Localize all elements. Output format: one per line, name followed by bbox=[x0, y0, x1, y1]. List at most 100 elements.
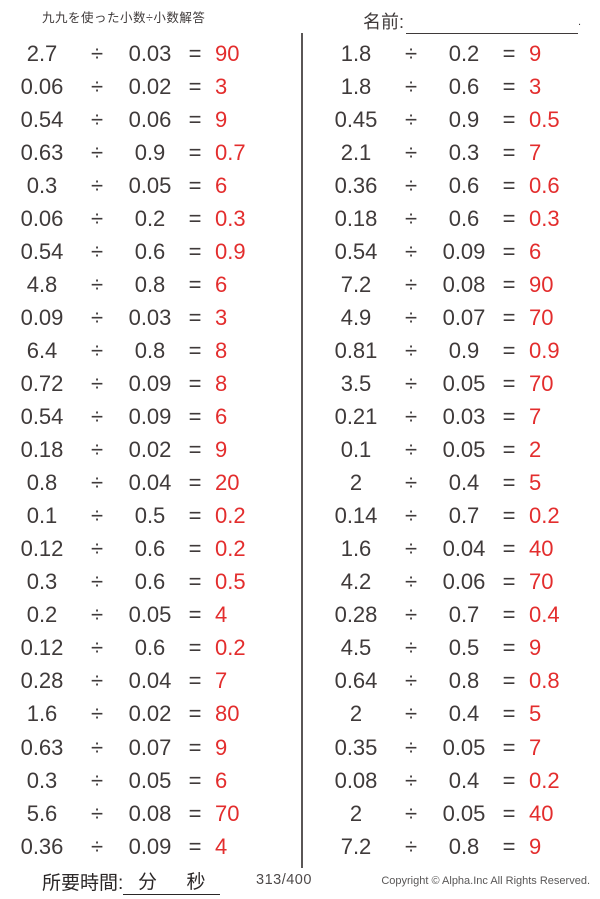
dividend: 1.8 bbox=[340, 40, 372, 66]
answer: 0.2 bbox=[215, 536, 246, 562]
divide-sign-icon: ÷ bbox=[90, 470, 104, 496]
equals-sign: = bbox=[502, 635, 516, 661]
problem-row: 3.5 ÷ 0.05 = 70 bbox=[320, 367, 594, 400]
divisor: 0.04 bbox=[442, 536, 486, 562]
answer: 0.4 bbox=[529, 602, 560, 628]
divisor: 0.05 bbox=[128, 767, 172, 793]
dividend: 1.8 bbox=[340, 73, 372, 99]
dividend: 0.1 bbox=[340, 437, 372, 463]
dividend: 5.6 bbox=[26, 800, 58, 826]
dividend: 0.12 bbox=[20, 635, 64, 661]
equals-sign: = bbox=[502, 701, 516, 727]
answer: 0.2 bbox=[529, 767, 560, 793]
equals-sign: = bbox=[188, 40, 202, 66]
divisor: 0.6 bbox=[448, 205, 480, 231]
divisor: 0.05 bbox=[128, 602, 172, 628]
equals-sign: = bbox=[188, 73, 202, 99]
divide-sign-icon: ÷ bbox=[90, 73, 104, 99]
answer: 9 bbox=[529, 635, 542, 661]
equals-sign: = bbox=[502, 833, 516, 859]
divisor: 0.9 bbox=[134, 139, 166, 165]
equals-sign: = bbox=[502, 470, 516, 496]
equals-sign: = bbox=[502, 106, 516, 132]
divide-sign-icon: ÷ bbox=[404, 370, 418, 396]
dividend: 4.9 bbox=[340, 304, 372, 330]
divide-sign-icon: ÷ bbox=[404, 238, 418, 264]
divide-sign-icon: ÷ bbox=[90, 701, 104, 727]
divide-sign-icon: ÷ bbox=[404, 271, 418, 297]
name-line-end-mark: . bbox=[578, 16, 582, 28]
divisor: 0.04 bbox=[128, 668, 172, 694]
divisor: 0.05 bbox=[442, 370, 486, 396]
divisor: 0.4 bbox=[448, 701, 480, 727]
equals-sign: = bbox=[502, 304, 516, 330]
divide-sign-icon: ÷ bbox=[404, 106, 418, 132]
divide-sign-icon: ÷ bbox=[90, 635, 104, 661]
answer: 0.8 bbox=[529, 668, 560, 694]
problem-row: 2 ÷ 0.05 = 40 bbox=[320, 797, 594, 830]
equals-sign: = bbox=[502, 73, 516, 99]
equals-sign: = bbox=[502, 503, 516, 529]
divisor: 0.8 bbox=[448, 833, 480, 859]
equals-sign: = bbox=[188, 569, 202, 595]
time-required-label: 所要時間: bbox=[42, 873, 124, 894]
divisor: 0.05 bbox=[442, 437, 486, 463]
answer: 6 bbox=[215, 172, 228, 198]
equals-sign: = bbox=[188, 205, 202, 231]
divide-sign-icon: ÷ bbox=[404, 767, 418, 793]
divisor: 0.05 bbox=[442, 734, 486, 760]
problem-row: 1.6 ÷ 0.04 = 40 bbox=[320, 533, 594, 566]
answer: 0.5 bbox=[529, 106, 560, 132]
dividend: 0.28 bbox=[334, 602, 378, 628]
divide-sign-icon: ÷ bbox=[90, 437, 104, 463]
problem-row: 7.2 ÷ 0.08 = 90 bbox=[320, 268, 594, 301]
divide-sign-icon: ÷ bbox=[90, 404, 104, 430]
equals-sign: = bbox=[502, 602, 516, 628]
dividend: 0.18 bbox=[20, 437, 64, 463]
answer: 80 bbox=[215, 701, 240, 727]
answer: 9 bbox=[529, 40, 542, 66]
divide-sign-icon: ÷ bbox=[404, 139, 418, 165]
divide-sign-icon: ÷ bbox=[404, 437, 418, 463]
divisor: 0.03 bbox=[128, 304, 172, 330]
answer: 3 bbox=[529, 73, 542, 99]
dividend: 0.36 bbox=[20, 833, 64, 859]
divisor: 0.06 bbox=[128, 106, 172, 132]
equals-sign: = bbox=[188, 602, 202, 628]
dividend: 1.6 bbox=[26, 701, 58, 727]
problems-column-left: 2.7 ÷ 0.03 = 90 0.06 ÷ 0.02 = 3 0.54 ÷ 0… bbox=[6, 37, 294, 863]
dividend: 0.06 bbox=[20, 73, 64, 99]
answer: 9 bbox=[215, 106, 228, 132]
answer: 8 bbox=[215, 337, 228, 363]
dividend: 0.3 bbox=[26, 172, 58, 198]
answer: 40 bbox=[529, 536, 554, 562]
equals-sign: = bbox=[188, 734, 202, 760]
divide-sign-icon: ÷ bbox=[90, 800, 104, 826]
divide-sign-icon: ÷ bbox=[404, 701, 418, 727]
answer: 70 bbox=[529, 569, 554, 595]
dividend: 2 bbox=[349, 701, 363, 727]
divisor: 0.7 bbox=[448, 602, 480, 628]
equals-sign: = bbox=[188, 304, 202, 330]
answer: 3 bbox=[215, 304, 228, 330]
problem-row: 2 ÷ 0.4 = 5 bbox=[320, 467, 594, 500]
dividend: 3.5 bbox=[340, 370, 372, 396]
divisor: 0.09 bbox=[442, 238, 486, 264]
divisor: 0.09 bbox=[128, 370, 172, 396]
answer: 0.9 bbox=[215, 238, 246, 264]
problem-row: 1.8 ÷ 0.2 = 9 bbox=[320, 37, 594, 70]
answer: 2 bbox=[529, 437, 542, 463]
dividend: 4.2 bbox=[340, 569, 372, 595]
answer: 7 bbox=[529, 139, 542, 165]
problem-row: 0.72 ÷ 0.09 = 8 bbox=[6, 367, 294, 400]
page-indicator: 313/400 bbox=[256, 872, 312, 888]
problem-row: 0.14 ÷ 0.7 = 0.2 bbox=[320, 500, 594, 533]
divisor: 0.8 bbox=[134, 337, 166, 363]
equals-sign: = bbox=[188, 767, 202, 793]
problem-row: 4.5 ÷ 0.5 = 9 bbox=[320, 632, 594, 665]
divide-sign-icon: ÷ bbox=[90, 271, 104, 297]
divide-sign-icon: ÷ bbox=[90, 337, 104, 363]
divisor: 0.5 bbox=[134, 503, 166, 529]
dividend: 0.2 bbox=[26, 602, 58, 628]
dividend: 0.54 bbox=[20, 106, 64, 132]
